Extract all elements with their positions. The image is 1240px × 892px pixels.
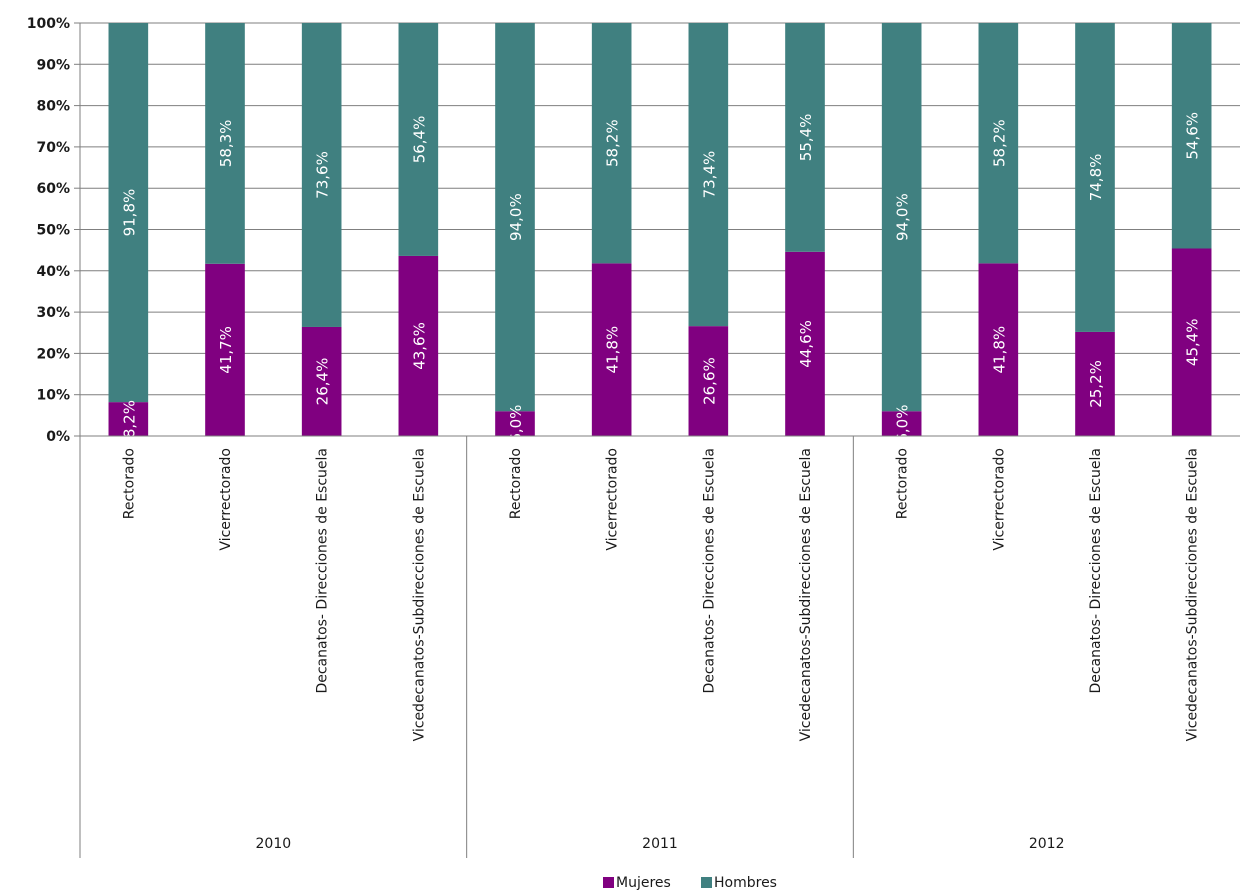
data-label-mujeres: 43,6% <box>410 322 428 370</box>
bar-hombres <box>591 23 632 264</box>
data-label-mujeres: 6,0% <box>507 405 525 443</box>
data-label-mujeres: 25,2% <box>1087 360 1105 408</box>
group-label: 2012 <box>1029 836 1065 852</box>
bar-hombres <box>688 23 729 327</box>
data-label-hombres: 58,2% <box>990 119 1008 167</box>
data-label-hombres: 73,4% <box>700 151 718 199</box>
data-label-mujeres: 41,8% <box>604 326 622 374</box>
category-label: Vicedecanatos-Subdirecciones de Escuela <box>1185 448 1201 741</box>
data-label-hombres: 58,2% <box>604 119 622 167</box>
bar-mujeres <box>1075 331 1115 436</box>
legend-label: Mujeres <box>616 875 671 891</box>
legend-swatch <box>603 877 614 888</box>
data-label-mujeres: 26,6% <box>700 357 718 405</box>
data-label-mujeres: 26,4% <box>314 358 332 406</box>
bar-hombres <box>398 23 439 256</box>
bar-hombres <box>495 23 535 412</box>
data-label-hombres: 73,6% <box>314 151 332 199</box>
gridlines <box>80 22 1240 437</box>
bar-hombres <box>1075 23 1115 332</box>
category-label: Rectorado <box>121 448 137 519</box>
y-tick-label: 50% <box>36 223 70 239</box>
bar-hombres <box>1171 23 1212 249</box>
y-tick-label: 20% <box>36 346 70 362</box>
bar-mujeres <box>108 402 149 436</box>
y-tick-label: 80% <box>36 99 70 115</box>
y-tick-label: 0% <box>46 429 70 445</box>
bar-mujeres <box>591 263 632 436</box>
bar-mujeres <box>978 263 1019 436</box>
data-label-hombres: 94,0% <box>894 193 912 241</box>
data-label-hombres: 94,0% <box>507 193 525 241</box>
data-label-mujeres: 6,0% <box>894 405 912 443</box>
y-axis-ticks: 0% 10% 20% 30% 40% 50% 60% 70% 80% 90% 100% <box>27 16 80 445</box>
y-tick-label: 70% <box>36 140 70 156</box>
category-label: Rectorado <box>895 448 911 519</box>
y-tick-label: 60% <box>36 181 70 197</box>
data-label-hombres: 58,3% <box>217 120 235 168</box>
category-label: Vicedecanatos-Subdirecciones de Escuela <box>411 448 427 741</box>
bar-hombres <box>301 23 342 327</box>
data-label-mujeres: 45,4% <box>1184 318 1202 366</box>
data-labels: 8,2% 91,8% 41,7% 58,3% 26,4% 73,6% 43,6% 56,4% 6… <box>120 112 1201 443</box>
bar-hombres <box>785 23 825 252</box>
bars <box>108 23 1212 436</box>
category-label: Decanatos- Direcciones de Escuela <box>701 448 717 694</box>
category-label: Vicerrectorado <box>605 448 621 551</box>
data-label-mujeres: 41,7% <box>217 326 235 374</box>
category-label: Vicedecanatos-Subdirecciones de Escuela <box>798 448 814 741</box>
bar-hombres <box>205 23 245 264</box>
legend: Mujeres Hombres <box>603 875 777 891</box>
data-label-mujeres: 41,8% <box>990 326 1008 374</box>
bar-mujeres <box>205 263 245 436</box>
y-tick-label: 30% <box>36 305 70 321</box>
category-labels: Rectorado Vicerrectorado Decanatos- Direcc… <box>121 448 1200 741</box>
group-label: 2011 <box>642 836 678 852</box>
bar-hombres <box>978 23 1019 264</box>
bar-hombres <box>108 23 149 403</box>
category-label: Rectorado <box>508 448 524 519</box>
bar-mujeres <box>1171 248 1212 436</box>
y-tick-label: 10% <box>36 388 70 404</box>
legend-swatch <box>701 877 712 888</box>
bar-hombres <box>881 23 922 412</box>
legend-label: Hombres <box>714 875 777 891</box>
data-label-mujeres: 8,2% <box>120 400 138 438</box>
category-label: Vicerrectorado <box>218 448 234 551</box>
bar-mujeres <box>688 326 729 436</box>
group-label: 2010 <box>256 836 292 852</box>
data-label-mujeres: 44,6% <box>797 320 815 368</box>
category-label: Vicerrectorado <box>991 448 1007 551</box>
bar-mujeres <box>495 411 535 436</box>
y-tick-label: 40% <box>36 264 70 280</box>
bar-mujeres <box>785 251 825 436</box>
data-label-hombres: 56,4% <box>410 116 428 164</box>
bar-mujeres <box>881 411 922 436</box>
data-label-hombres: 74,8% <box>1087 154 1105 202</box>
axes <box>79 23 1240 858</box>
year-group-labels: 2010 2011 2012 <box>256 836 1065 852</box>
category-label: Decanatos- Direcciones de Escuela <box>1088 448 1104 694</box>
data-label-hombres: 55,4% <box>797 114 815 162</box>
bar-mujeres <box>398 255 439 436</box>
data-label-hombres: 91,8% <box>120 189 138 237</box>
bar-mujeres <box>301 326 342 436</box>
y-tick-label: 90% <box>36 57 70 73</box>
y-tick-label: 100% <box>27 16 70 32</box>
category-label: Decanatos- Direcciones de Escuela <box>315 448 331 694</box>
data-label-hombres: 54,6% <box>1184 112 1202 160</box>
